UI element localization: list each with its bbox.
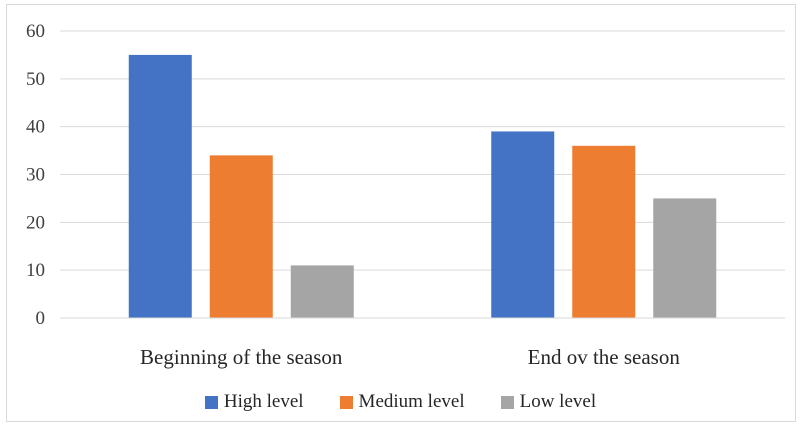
bar-high-level-2 (491, 131, 555, 318)
legend-swatch (204, 395, 218, 409)
bar-low-level-2 (653, 198, 717, 318)
category-labels: Beginning of the season End ov the season (140, 345, 680, 369)
bar-high-level-1 (128, 54, 192, 319)
y-tick-label: 50 (26, 69, 45, 90)
y-tick-label: 10 (26, 260, 45, 281)
legend-item-high-level: High level (204, 391, 304, 413)
category-label: Beginning of the season (140, 345, 343, 369)
y-axis-tick-labels: 0 10 20 30 40 50 60 (26, 21, 45, 329)
legend-item-low-level: Low level (500, 391, 597, 413)
y-tick-label: 20 (26, 212, 45, 233)
legend-label: Low level (519, 391, 597, 412)
bar-medium-level-1 (209, 155, 273, 318)
legend: High level Medium level Low level (0, 388, 801, 416)
legend-swatch (500, 395, 514, 409)
legend-swatch (339, 395, 353, 409)
bars (128, 54, 717, 319)
legend-label: High level (223, 391, 304, 412)
y-tick-label: 30 (26, 165, 45, 186)
bar-low-level-1 (290, 265, 354, 318)
bar-medium-level-2 (572, 145, 636, 318)
legend-label: Medium level (358, 391, 465, 412)
y-tick-label: 40 (26, 117, 45, 138)
y-tick-label: 0 (36, 308, 46, 329)
y-tick-label: 60 (26, 21, 45, 42)
category-label: End ov the season (528, 345, 681, 369)
legend-item-medium-level: Medium level (339, 391, 465, 413)
